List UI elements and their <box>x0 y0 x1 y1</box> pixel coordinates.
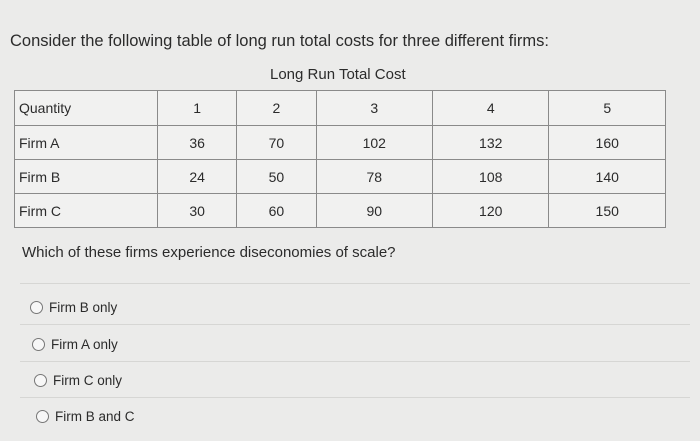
cell: 60 <box>236 193 317 228</box>
cell: 160 <box>548 125 666 160</box>
table-row: Firm A 36 70 102 132 160 <box>14 125 666 160</box>
row-label: Firm C <box>14 193 158 228</box>
option-label: Firm B only <box>49 300 118 315</box>
divider <box>20 324 690 325</box>
divider <box>20 283 690 284</box>
header-cell: 3 <box>315 90 434 126</box>
table-caption: Long Run Total Cost <box>270 66 406 83</box>
header-cell: 5 <box>548 90 666 126</box>
cell: 24 <box>156 159 238 194</box>
cell: 30 <box>156 193 238 228</box>
header-cell: 4 <box>431 90 550 126</box>
option-firm-c-only[interactable]: Firm C only <box>34 373 122 388</box>
option-label: Firm A only <box>51 337 118 352</box>
cell: 150 <box>548 193 666 228</box>
row-label: Firm B <box>14 159 158 194</box>
row-label: Firm A <box>14 125 158 160</box>
cell: 102 <box>315 125 434 160</box>
cell: 132 <box>431 125 550 160</box>
radio-icon[interactable] <box>36 410 49 423</box>
divider <box>20 397 690 398</box>
cell: 120 <box>431 193 550 228</box>
option-firm-a-only[interactable]: Firm A only <box>32 337 118 352</box>
table-header-row: Quantity 1 2 3 4 5 <box>14 90 666 126</box>
option-label: Firm C only <box>53 373 123 388</box>
cell: 36 <box>156 125 238 160</box>
table-row: Firm C 30 60 90 120 150 <box>14 193 666 228</box>
divider <box>20 361 690 362</box>
cell: 78 <box>315 159 434 194</box>
cell: 140 <box>548 159 666 194</box>
header-cell: 1 <box>156 90 238 126</box>
table-row: Firm B 24 50 78 108 140 <box>14 159 666 194</box>
cell: 50 <box>236 159 317 194</box>
option-label: Firm B and C <box>55 409 135 424</box>
option-firm-b-and-c[interactable]: Firm B and C <box>36 409 135 424</box>
cost-table: Quantity 1 2 3 4 5 Firm A 36 70 102 132 … <box>14 90 666 228</box>
question-intro: Consider the following table of long run… <box>10 32 549 50</box>
cell: 108 <box>431 159 550 194</box>
cell: 90 <box>315 193 434 228</box>
header-cell: 2 <box>236 90 317 126</box>
option-firm-b-only[interactable]: Firm B only <box>30 300 117 315</box>
question-text: Which of these firms experience disecono… <box>22 244 396 261</box>
header-cell: Quantity <box>14 90 158 126</box>
radio-icon[interactable] <box>30 301 43 314</box>
radio-icon[interactable] <box>32 338 45 351</box>
cell: 70 <box>236 125 317 160</box>
radio-icon[interactable] <box>34 374 47 387</box>
